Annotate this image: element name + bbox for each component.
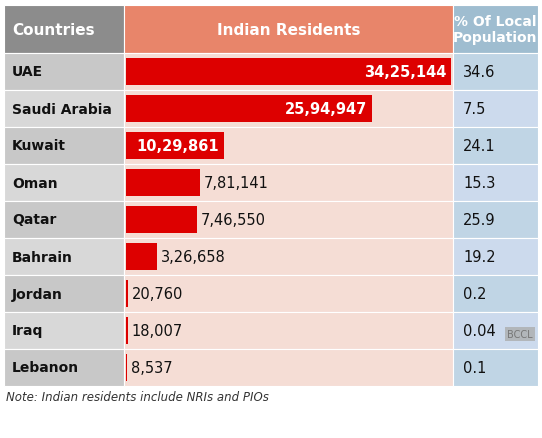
Text: Indian Residents: Indian Residents [217, 22, 360, 37]
Text: BCCL: BCCL [507, 329, 533, 339]
Bar [453, 91, 538, 128]
Bar [124, 128, 453, 165]
Text: 0.2: 0.2 [463, 286, 487, 301]
Bar [126, 170, 200, 196]
Text: UAE: UAE [12, 65, 43, 79]
Bar [124, 54, 453, 91]
Bar [4, 349, 124, 386]
Bar [124, 201, 453, 238]
Text: Kuwait: Kuwait [12, 139, 66, 153]
Bar [4, 312, 124, 349]
Bar [4, 201, 124, 238]
Bar [453, 312, 538, 349]
Bar [126, 59, 451, 85]
Text: Bahrain: Bahrain [12, 250, 73, 264]
Bar [453, 128, 538, 165]
Bar [453, 349, 538, 386]
Text: 34.6: 34.6 [463, 65, 495, 80]
Text: % Of Local
Population: % Of Local Population [453, 14, 538, 45]
Bar [126, 96, 372, 123]
Bar [4, 54, 124, 91]
Text: 0.04: 0.04 [463, 323, 496, 338]
Bar [453, 201, 538, 238]
Bar [124, 165, 453, 201]
Text: 25.9: 25.9 [463, 212, 495, 227]
Bar [126, 244, 157, 270]
Bar [126, 207, 197, 233]
Bar [126, 133, 224, 159]
Text: 18,007: 18,007 [132, 323, 183, 338]
Bar [4, 165, 124, 201]
Text: Note: Indian residents include NRIs and PIOs: Note: Indian residents include NRIs and … [6, 390, 269, 403]
Text: 15.3: 15.3 [463, 176, 495, 191]
Text: 10,29,861: 10,29,861 [136, 139, 219, 154]
Bar [453, 276, 538, 312]
Text: Jordan: Jordan [12, 287, 63, 301]
Text: 3,26,658: 3,26,658 [161, 249, 226, 265]
Bar [453, 165, 538, 201]
Bar [124, 312, 453, 349]
Bar [124, 349, 453, 386]
Bar [124, 238, 453, 276]
Bar [124, 276, 453, 312]
Bar [4, 276, 124, 312]
Text: 24.1: 24.1 [463, 139, 495, 154]
Text: 20,760: 20,760 [132, 286, 183, 301]
Bar [453, 238, 538, 276]
Text: Countries: Countries [12, 22, 95, 37]
Text: Iraq: Iraq [12, 324, 43, 338]
Bar [4, 128, 124, 165]
Bar [453, 6, 538, 54]
Text: Lebanon: Lebanon [12, 360, 79, 374]
Bar [126, 354, 127, 381]
Bar [453, 54, 538, 91]
Text: 0.1: 0.1 [463, 360, 486, 375]
Text: 7,81,141: 7,81,141 [204, 176, 269, 191]
Text: 7,46,550: 7,46,550 [201, 212, 266, 227]
Text: 34,25,144: 34,25,144 [364, 65, 446, 80]
Text: Saudi Arabia: Saudi Arabia [12, 102, 112, 116]
Bar [4, 91, 124, 128]
Bar [124, 6, 453, 54]
Text: 19.2: 19.2 [463, 249, 495, 265]
Bar [124, 91, 453, 128]
Text: 8,537: 8,537 [131, 360, 172, 375]
Text: Oman: Oman [12, 176, 57, 190]
Bar [126, 318, 128, 344]
Bar [4, 6, 124, 54]
Text: 25,94,947: 25,94,947 [285, 102, 367, 117]
Bar [4, 238, 124, 276]
Bar [126, 281, 128, 307]
Text: 7.5: 7.5 [463, 102, 486, 117]
Text: Qatar: Qatar [12, 213, 56, 227]
